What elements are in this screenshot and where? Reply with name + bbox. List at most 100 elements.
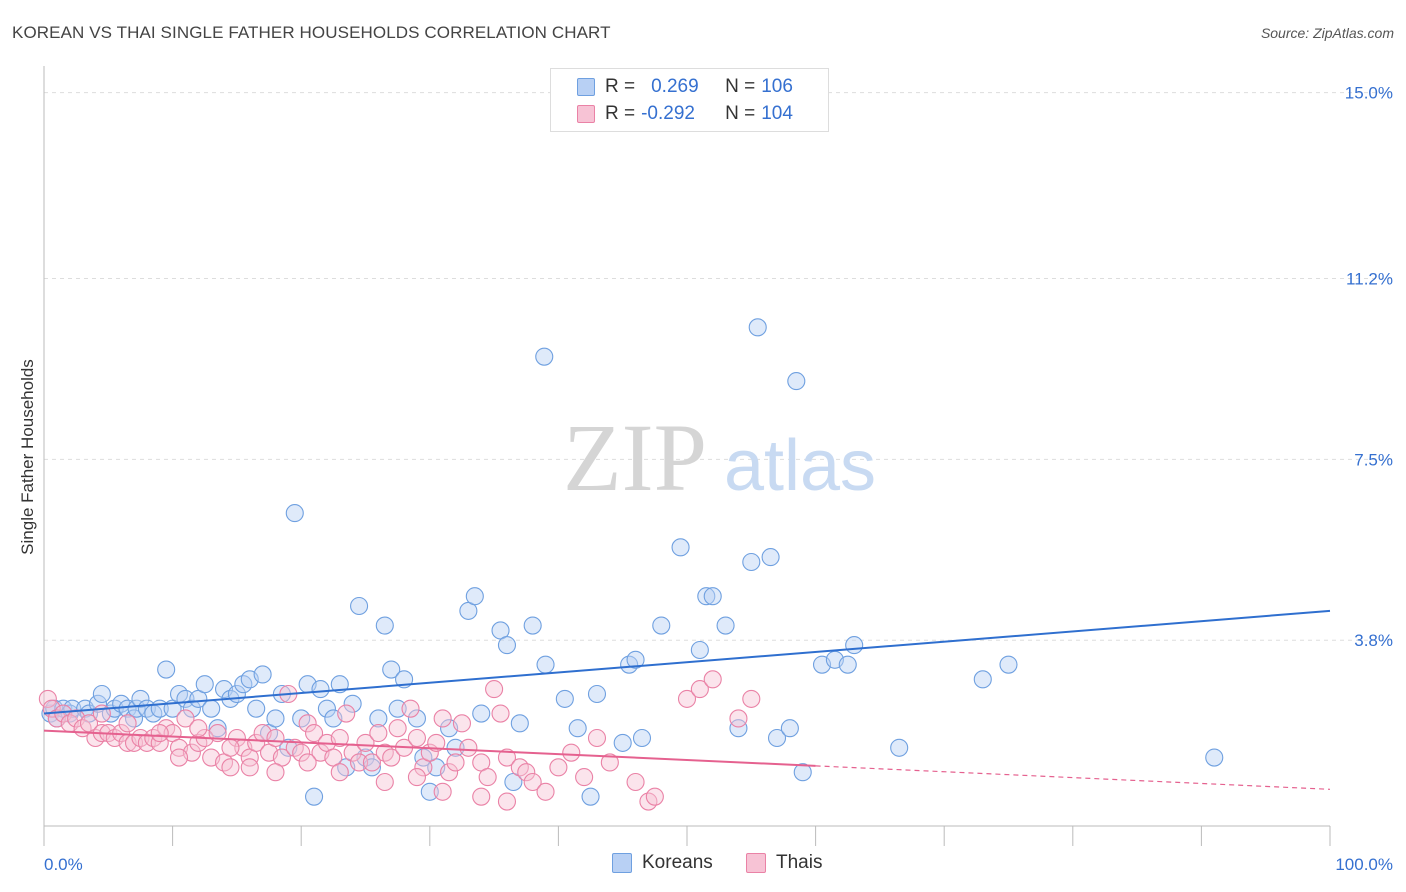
thai-point bbox=[266, 728, 285, 748]
watermark-zip: ZIP bbox=[563, 404, 707, 511]
legend-n-label: N = bbox=[725, 103, 756, 124]
y-tick-label: 3.8% bbox=[1354, 631, 1393, 650]
legend-n-value: 106 bbox=[761, 76, 793, 97]
y-tick-label: 7.5% bbox=[1354, 450, 1393, 469]
chart-title: KOREAN VS THAI SINGLE FATHER HOUSEHOLDS … bbox=[12, 23, 611, 42]
korean-point bbox=[465, 587, 484, 606]
korean-point bbox=[748, 318, 767, 337]
korean-point bbox=[266, 709, 285, 728]
thai-point bbox=[446, 753, 465, 772]
thai-point bbox=[382, 748, 401, 767]
y-tick-label: 15.0% bbox=[1345, 84, 1393, 103]
korean-point bbox=[305, 787, 324, 806]
thai-point bbox=[485, 680, 504, 699]
korean-point bbox=[497, 636, 517, 655]
series-legend: Koreans Thais bbox=[0, 852, 1406, 876]
korean-point bbox=[632, 728, 652, 748]
korean-point bbox=[767, 728, 787, 748]
thai-point bbox=[330, 728, 349, 748]
korean-point bbox=[703, 587, 722, 606]
korean-point bbox=[317, 699, 336, 718]
thai-point bbox=[575, 768, 594, 787]
korean-point bbox=[388, 699, 407, 718]
korean-point bbox=[536, 655, 555, 674]
thai-point bbox=[452, 714, 472, 733]
thai-point bbox=[517, 763, 536, 782]
thai-trend-line bbox=[43, 729, 816, 767]
thai-point bbox=[292, 743, 311, 762]
thai-point bbox=[478, 768, 497, 787]
korean-point bbox=[838, 655, 857, 674]
thai-point bbox=[497, 748, 517, 767]
korean-point bbox=[182, 699, 201, 718]
series-legend-thais[interactable]: Thais bbox=[746, 852, 822, 874]
legend-swatch-pink bbox=[746, 853, 766, 873]
correlation-legend: R = 0.269 N = 106 R = -0.292 N = 104 bbox=[550, 68, 829, 132]
tick-labels: 3.8% 7.5% 11.2% 15.0% 0.0% 100.0% bbox=[44, 84, 1393, 874]
korean-point bbox=[652, 616, 671, 635]
thai-point bbox=[433, 782, 452, 801]
korean-point bbox=[510, 714, 529, 733]
korean-point bbox=[729, 719, 748, 738]
korean-point bbox=[890, 738, 909, 757]
korean-trend-line bbox=[43, 609, 1331, 715]
x-tick-label: 0.0% bbox=[44, 855, 83, 874]
korean-point bbox=[697, 587, 716, 606]
thai-point bbox=[227, 728, 246, 748]
data-points bbox=[38, 318, 1224, 811]
thai-point bbox=[440, 763, 459, 782]
korean-point bbox=[787, 372, 806, 391]
thai-point bbox=[549, 758, 568, 777]
korean-point bbox=[973, 670, 992, 689]
thai-point bbox=[459, 738, 478, 757]
korean-point bbox=[208, 719, 227, 738]
korean-point bbox=[195, 675, 214, 694]
series-name: Koreans bbox=[642, 852, 713, 873]
thai-point bbox=[330, 763, 349, 782]
thai-point bbox=[536, 782, 555, 801]
thai-trend-extension bbox=[815, 765, 1331, 790]
thai-point bbox=[369, 724, 388, 743]
thai-point bbox=[427, 733, 446, 752]
korean-point bbox=[369, 709, 388, 728]
korean-point bbox=[793, 763, 812, 782]
thai-point bbox=[221, 758, 240, 777]
korean-point bbox=[253, 665, 272, 684]
korean-point bbox=[1205, 748, 1224, 767]
source-label: Source: ZipAtlas.com bbox=[1260, 25, 1394, 41]
grid bbox=[44, 92, 1392, 641]
thai-point bbox=[677, 689, 697, 708]
thai-point bbox=[350, 753, 369, 772]
korean-point bbox=[127, 699, 146, 718]
thai-point bbox=[729, 709, 748, 728]
korean-point bbox=[92, 684, 111, 704]
thai-point bbox=[189, 719, 208, 738]
thai-point bbox=[401, 699, 420, 718]
korean-point bbox=[63, 699, 82, 718]
legend-row-koreans: R = 0.269 N = 106 bbox=[577, 75, 793, 99]
thai-point bbox=[298, 753, 317, 772]
thai-point bbox=[600, 753, 619, 772]
thai-point bbox=[742, 689, 761, 708]
korean-point bbox=[420, 782, 439, 801]
y-tick-label: 11.2% bbox=[1346, 269, 1393, 288]
thai-point bbox=[491, 704, 510, 723]
thai-point bbox=[169, 748, 189, 767]
thai-point bbox=[356, 733, 375, 752]
korean-point bbox=[202, 699, 221, 718]
korean-point bbox=[311, 680, 330, 699]
korean-point bbox=[535, 347, 554, 366]
korean-point bbox=[350, 596, 369, 616]
thai-point bbox=[337, 704, 356, 723]
thai-point bbox=[587, 728, 607, 748]
thai-point bbox=[388, 719, 407, 738]
thai-point bbox=[240, 758, 259, 777]
thai-point bbox=[38, 689, 57, 708]
legend-swatch-pink bbox=[577, 105, 595, 123]
thai-point bbox=[150, 724, 169, 743]
axes bbox=[43, 66, 1331, 846]
thai-point bbox=[305, 724, 324, 743]
thai-point bbox=[407, 768, 426, 787]
series-legend-koreans[interactable]: Koreans bbox=[612, 852, 713, 874]
